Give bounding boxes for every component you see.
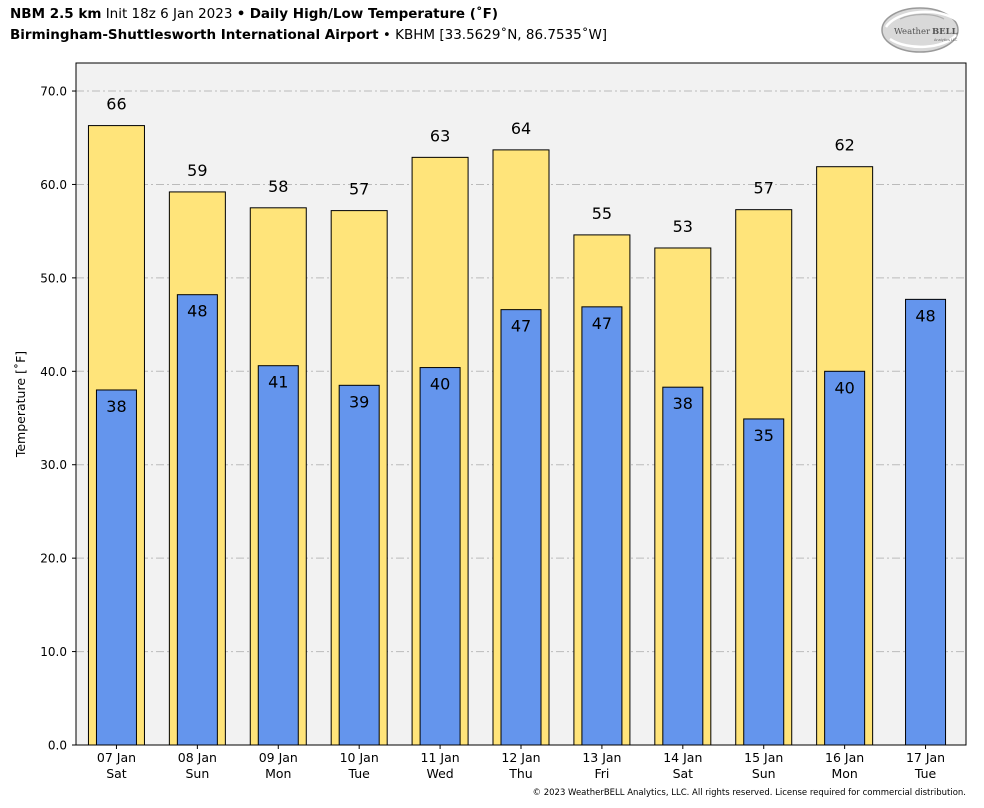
low-value-label: 35 bbox=[754, 426, 774, 445]
high-value-label: 64 bbox=[511, 119, 531, 138]
x-tick-day: Mon bbox=[265, 766, 291, 781]
model-name: NBM 2.5 km bbox=[10, 6, 102, 22]
low-value-label: 40 bbox=[430, 375, 450, 394]
low-bar bbox=[257, 365, 299, 746]
high-value-label: 62 bbox=[834, 136, 854, 155]
x-tick-date: 17 Jan bbox=[906, 750, 945, 765]
low-value-label: 39 bbox=[349, 392, 369, 411]
y-tick-label: 50.0 bbox=[40, 271, 67, 285]
x-tick-date: 14 Jan bbox=[663, 750, 702, 765]
x-tick-date: 16 Jan bbox=[825, 750, 864, 765]
low-value-label: 48 bbox=[187, 302, 207, 321]
y-tick-label: 30.0 bbox=[40, 458, 67, 472]
x-tick-day: Sat bbox=[673, 766, 694, 781]
low-value-label: 47 bbox=[511, 317, 531, 336]
chart-title: Daily High/Low Temperature (˚F) bbox=[249, 6, 499, 22]
low-bar bbox=[338, 384, 380, 746]
x-tick-day: Mon bbox=[831, 766, 857, 781]
x-tick-day: Wed bbox=[426, 766, 453, 781]
x-tick-date: 07 Jan bbox=[97, 750, 136, 765]
y-tick-label: 40.0 bbox=[40, 365, 67, 379]
low-value-label: 40 bbox=[834, 378, 854, 397]
low-bar bbox=[824, 370, 866, 746]
x-tick-date: 13 Jan bbox=[582, 750, 621, 765]
copyright-text: © 2023 WeatherBELL Analytics, LLC. All r… bbox=[532, 788, 966, 798]
chart-header-line1: NBM 2.5 km Init 18z 6 Jan 2023 • Daily H… bbox=[10, 6, 498, 22]
x-tick-date: 08 Jan bbox=[178, 750, 217, 765]
chart-header-line2: Birmingham-Shuttlesworth International A… bbox=[10, 27, 607, 43]
x-tick-day: Tue bbox=[348, 766, 371, 781]
x-tick-day: Sun bbox=[752, 766, 776, 781]
y-axis: 0.0 10.0 20.0 30.0 40.0 50.0 60.0 70.0 bbox=[40, 85, 76, 753]
station-info: KBHM [33.5629˚N, 86.7535˚W] bbox=[395, 27, 608, 43]
low-bar bbox=[176, 294, 218, 746]
x-tick-date: 09 Jan bbox=[259, 750, 298, 765]
high-value-label: 58 bbox=[268, 177, 288, 196]
x-tick-day: Thu bbox=[508, 766, 532, 781]
high-value-label: 57 bbox=[349, 180, 369, 199]
logo-text-right: BELL bbox=[932, 27, 958, 37]
low-bar bbox=[500, 309, 542, 746]
logo-subtext: Analytics LLC bbox=[934, 38, 958, 42]
high-value-label: 66 bbox=[106, 95, 126, 114]
low-value-label: 48 bbox=[915, 306, 935, 325]
low-value-label: 38 bbox=[106, 397, 126, 416]
low-value-label: 41 bbox=[268, 373, 288, 392]
high-value-label: 57 bbox=[754, 179, 774, 198]
y-tick-label: 20.0 bbox=[40, 552, 67, 566]
low-bar bbox=[662, 386, 704, 746]
x-tick-day: Tue bbox=[914, 766, 937, 781]
low-bar bbox=[419, 367, 461, 746]
logo-text-left: Weather bbox=[894, 27, 931, 37]
low-value-label: 38 bbox=[673, 394, 693, 413]
separator-bullet: • bbox=[382, 27, 391, 43]
x-tick-day: Fri bbox=[594, 766, 609, 781]
x-tick-date: 10 Jan bbox=[340, 750, 379, 765]
y-axis-label: Temperature [˚F] bbox=[13, 351, 28, 458]
low-bar bbox=[95, 389, 137, 746]
low-bar bbox=[905, 298, 947, 746]
station-name: Birmingham-Shuttlesworth International A… bbox=[10, 27, 379, 43]
x-tick-day: Sun bbox=[185, 766, 209, 781]
high-value-label: 55 bbox=[592, 204, 612, 223]
y-tick-label: 70.0 bbox=[40, 85, 67, 99]
low-bar bbox=[581, 306, 623, 746]
low-value-label: 47 bbox=[592, 314, 612, 333]
high-value-label: 63 bbox=[430, 126, 450, 145]
high-value-label: 53 bbox=[673, 217, 693, 236]
bars: 66 38 59 48 58 41 57 39 63 40 64 47 55 47 53 38 57 35 62 40… bbox=[87, 95, 947, 746]
x-tick-date: 12 Jan bbox=[501, 750, 540, 765]
init-time: Init 18z 6 Jan 2023 bbox=[105, 6, 233, 22]
y-tick-label: 60.0 bbox=[40, 178, 67, 192]
low-bar bbox=[743, 418, 785, 746]
x-tick-date: 11 Jan bbox=[421, 750, 460, 765]
separator-bullet: • bbox=[236, 6, 246, 22]
high-value-label: 59 bbox=[187, 161, 207, 180]
x-tick-date: 15 Jan bbox=[744, 750, 783, 765]
y-tick-label: 0.0 bbox=[48, 739, 67, 753]
y-tick-label: 10.0 bbox=[40, 645, 67, 659]
weatherbell-logo: Weather BELL Analytics LLC bbox=[881, 7, 959, 53]
x-tick-day: Sat bbox=[106, 766, 127, 781]
